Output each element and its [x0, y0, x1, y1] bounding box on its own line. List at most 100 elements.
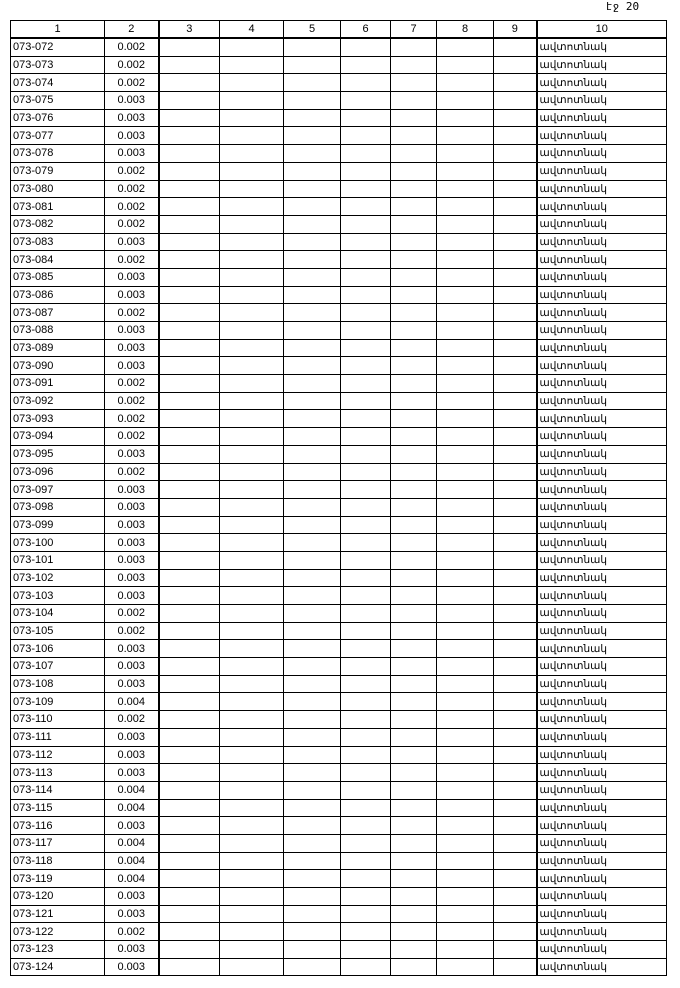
cell-description: ավտոտնակ — [535, 91, 667, 110]
cell-empty — [436, 621, 494, 641]
cell-empty — [493, 250, 537, 269]
cell-empty — [340, 161, 391, 181]
cell-empty — [283, 462, 341, 482]
cell-code: 073-088 — [10, 321, 105, 340]
cell-empty — [493, 73, 537, 93]
cell-description: ավտոտնակ — [535, 480, 667, 499]
table-row: 073-090 0.003 ավտոտնակ — [10, 356, 667, 376]
cell-empty — [158, 197, 220, 216]
table-row: 073-089 0.003 ավտոտնակ — [10, 338, 667, 358]
cell-value: 0.002 — [104, 391, 160, 411]
cell-empty — [390, 869, 437, 888]
data-table: 1 2 3 4 5 6 7 8 9 10 073-072 0.002 ավտոտնակ 073-073 0… — [10, 20, 667, 977]
table-row: 073-115 0.004 ավտոտնակ — [10, 798, 667, 818]
cell-description: ավտոտնակ — [535, 338, 667, 358]
table-row: 073-081 0.002 ավտոտնակ — [10, 197, 667, 216]
cell-empty — [283, 303, 341, 322]
cell-empty — [340, 444, 391, 464]
cell-empty — [283, 108, 341, 128]
cell-value: 0.003 — [104, 550, 160, 570]
cell-empty — [158, 232, 220, 252]
cell-empty — [283, 833, 341, 853]
cell-empty — [493, 851, 537, 871]
cell-value: 0.002 — [104, 462, 160, 482]
cell-code: 073-098 — [10, 497, 105, 517]
table-row: 073-116 0.003 ավտոտնակ — [10, 816, 667, 835]
cell-code: 073-116 — [10, 816, 105, 835]
cell-empty — [158, 957, 220, 977]
cell-value: 0.003 — [104, 957, 160, 977]
cell-value: 0.002 — [104, 55, 160, 75]
cell-value: 0.003 — [104, 108, 160, 128]
cell-empty — [436, 657, 494, 676]
table-row: 073-107 0.003 ավտոտնակ — [10, 657, 667, 676]
cell-code: 073-072 — [10, 37, 105, 57]
cell-empty — [219, 285, 284, 305]
cell-empty — [219, 444, 284, 464]
cell-empty — [158, 303, 220, 322]
cell-value: 0.003 — [104, 267, 160, 287]
cell-empty — [340, 621, 391, 641]
cell-empty — [390, 161, 437, 181]
cell-empty — [158, 126, 220, 146]
cell-empty — [436, 568, 494, 588]
cell-description: ավտոտնակ — [535, 904, 667, 924]
cell-code: 073-089 — [10, 338, 105, 358]
cell-empty — [340, 922, 391, 942]
cell-empty — [283, 533, 341, 552]
cell-empty — [493, 303, 537, 322]
cell-empty — [390, 356, 437, 376]
cell-value: 0.002 — [104, 303, 160, 322]
cell-empty — [493, 232, 537, 252]
cell-code: 073-102 — [10, 568, 105, 588]
cell-empty — [158, 692, 220, 712]
cell-empty — [390, 887, 437, 906]
cell-empty — [283, 409, 341, 429]
cell-description: ավտոտնակ — [535, 356, 667, 376]
cell-empty — [390, 710, 437, 729]
cell-empty — [390, 37, 437, 57]
cell-description: ավտոտնակ — [535, 604, 667, 623]
cell-value: 0.003 — [104, 904, 160, 924]
cell-empty — [219, 798, 284, 818]
cell-code: 073-101 — [10, 550, 105, 570]
cell-description: ավտոտնակ — [535, 533, 667, 552]
cell-description: ավտոտնակ — [535, 126, 667, 146]
cell-empty — [158, 851, 220, 871]
cell-empty — [158, 869, 220, 888]
cell-empty — [219, 674, 284, 694]
cell-description: ավտոտնակ — [535, 621, 667, 641]
cell-empty — [493, 497, 537, 517]
cell-empty — [340, 338, 391, 358]
cell-empty — [493, 444, 537, 464]
table-row: 073-104 0.002 ավտոտնակ — [10, 604, 667, 623]
cell-empty — [219, 763, 284, 782]
cell-empty — [219, 356, 284, 376]
cell-empty — [340, 356, 391, 376]
cell-empty — [219, 904, 284, 924]
cell-description: ավտոտնակ — [535, 179, 667, 199]
cell-empty — [493, 409, 537, 429]
cell-empty — [493, 55, 537, 75]
cell-empty — [219, 568, 284, 588]
cell-empty — [390, 480, 437, 499]
cell-empty — [283, 480, 341, 499]
cell-description: ավտոտնակ — [535, 922, 667, 942]
cell-empty — [158, 374, 220, 393]
cell-empty — [340, 409, 391, 429]
cell-value: 0.004 — [104, 869, 160, 888]
cell-description: ավտոտնակ — [535, 763, 667, 782]
cell-empty — [493, 922, 537, 942]
cell-empty — [390, 427, 437, 446]
cell-empty — [340, 73, 391, 93]
cell-empty — [493, 745, 537, 765]
cell-empty — [436, 144, 494, 163]
table-row: 073-102 0.003 ավտոտնակ — [10, 568, 667, 588]
column-header-7: 7 — [390, 20, 437, 39]
table-row: 073-118 0.004 ավտոտնակ — [10, 851, 667, 871]
cell-value: 0.003 — [104, 674, 160, 694]
table-row: 073-119 0.004 ավտոտնակ — [10, 869, 667, 888]
table-row: 073-088 0.003 ավտոտնակ — [10, 321, 667, 340]
cell-empty — [390, 727, 437, 747]
cell-empty — [436, 303, 494, 322]
